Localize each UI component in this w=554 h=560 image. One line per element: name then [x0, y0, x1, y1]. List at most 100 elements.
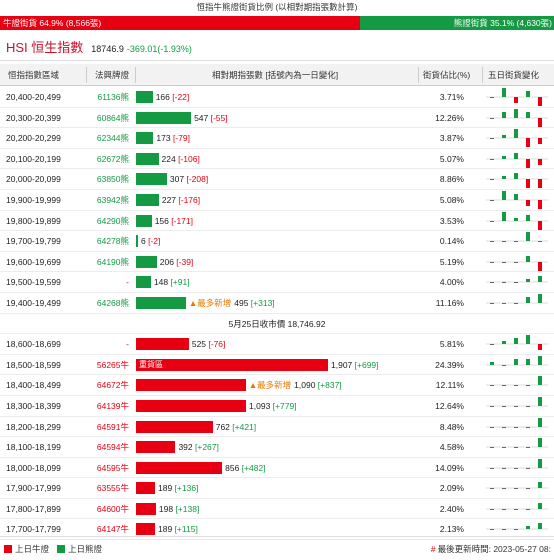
- count-bar-cell: ▲最多新增 1,090 [+837]: [136, 379, 342, 392]
- table-row[interactable]: 18,600-18,699-525 [-76] 5.81%: [0, 334, 554, 355]
- count-bar: [136, 235, 138, 248]
- sparkline-bar: [490, 488, 494, 490]
- count-delta: [-171]: [171, 215, 193, 226]
- certificate-link[interactable]: 64139牛: [96, 400, 129, 411]
- certificate-link[interactable]: 63942熊: [96, 194, 129, 205]
- range-cell: 19,600-19,699: [6, 256, 61, 267]
- certificate-link[interactable]: 61136熊: [97, 92, 129, 102]
- certificate-link[interactable]: 62672熊: [96, 153, 129, 164]
- sparkline-bar: [514, 241, 518, 243]
- five-day-sparkline: [486, 276, 548, 284]
- five-day-sparkline: [486, 502, 548, 510]
- bull-legend-swatch: [4, 545, 12, 553]
- table-row[interactable]: 17,700-17,799 64147牛 189 [+115] 2.13%: [0, 519, 554, 541]
- sparkline-bar: [490, 282, 494, 284]
- sparkline-bar: [526, 232, 530, 242]
- table-row[interactable]: 18,100-18,199 64594牛 392 [+267] 4.58%: [0, 437, 554, 458]
- range-cell: 19,500-19,599: [6, 277, 61, 288]
- certificate-link[interactable]: 63850熊: [96, 174, 129, 185]
- certificate-link[interactable]: 64672牛: [96, 380, 129, 391]
- sparkline-bar: [514, 97, 518, 103]
- table-row[interactable]: 18,000-18,099 64595牛 856 [+482] 14.09%: [0, 458, 554, 479]
- sparkline-bar: [490, 138, 494, 140]
- table-row[interactable]: 17,900-17,999 63555牛 189 [+136] 2.09%: [0, 478, 554, 499]
- count-bar-cell: 307 [-208]: [136, 173, 208, 186]
- table-row[interactable]: 19,900-19,999 63942熊 227 [-176] 5.08%: [0, 190, 554, 211]
- certificate-link[interactable]: 62344熊: [96, 133, 129, 144]
- index-name[interactable]: HSI 恒生指數: [6, 40, 84, 55]
- count-text: 6 [-2]: [141, 231, 160, 251]
- sparkline-bar: [514, 282, 518, 284]
- table-row[interactable]: 18,500-18,599 56265牛 重貨區 1,907 [+699] 24.39%: [0, 355, 554, 376]
- sparkline-bar: [502, 364, 506, 366]
- sparkline-bar: [502, 135, 506, 139]
- share-cell: 0.14%: [439, 236, 464, 247]
- certificate-link[interactable]: 56265牛: [96, 359, 129, 370]
- page-title: 恒指牛熊證街貨比例 (以相對期指張數計算): [196, 2, 358, 12]
- table-row[interactable]: 20,300-20,399 60864熊 547 [-55] 12.26%: [0, 108, 554, 129]
- count-text: 1,907 [+699]: [331, 355, 379, 375]
- certificate-link[interactable]: 63555牛: [96, 483, 129, 494]
- count-bar-cell: 227 [-176]: [136, 193, 200, 206]
- count-text: 173 [-79]: [156, 128, 190, 148]
- table-row[interactable]: 20,000-20,099 63850熊 307 [-208] 8.86%: [0, 169, 554, 190]
- sparkline-bar: [526, 447, 530, 449]
- certificate-link[interactable]: 64268熊: [96, 297, 129, 308]
- table-row[interactable]: 20,100-20,199 62672熊 224 [-106] 5.07%: [0, 149, 554, 170]
- sparkline-bar: [490, 508, 494, 510]
- sparkline-bar: [502, 88, 506, 97]
- share-cell: 3.71%: [439, 92, 464, 102]
- count-bar-cell: 392 [+267]: [136, 441, 219, 454]
- sparkline-bar: [538, 220, 542, 230]
- five-day-sparkline: [486, 108, 548, 127]
- certificate-link[interactable]: 64190熊: [96, 256, 129, 267]
- sparkline-bar: [502, 447, 506, 449]
- sparkline-bar: [490, 344, 494, 346]
- table-row[interactable]: 18,400-18,499 64672牛 ▲最多新增 1,090 [+837] 12.1…: [0, 375, 554, 396]
- table-row[interactable]: 19,700-19,799 64278熊 6 [-2] 0.14%: [0, 231, 554, 252]
- sparkline-bar: [526, 467, 530, 469]
- header-divider: [482, 67, 483, 83]
- sparkline-bar: [538, 199, 542, 209]
- range-cell: 20,400-20,499: [6, 92, 61, 102]
- table-row[interactable]: 19,500-19,599-148 [+91] 4.00%: [0, 272, 554, 293]
- count-delta: [+313]: [250, 297, 275, 308]
- certificate-link[interactable]: 60864熊: [96, 112, 129, 123]
- sparkline-bar: [514, 217, 518, 221]
- table-row[interactable]: 19,400-19,499 64268熊 ▲最多新增 495 [+313] 11.16%: [0, 293, 554, 314]
- count-delta: [+138]: [175, 503, 200, 514]
- certificate-link: -: [126, 339, 129, 350]
- count-delta: [+91]: [170, 277, 190, 288]
- five-day-sparkline: [486, 396, 548, 407]
- count-text: 547 [-55]: [194, 108, 228, 128]
- table-row[interactable]: 17,800-17,899 64600牛 198 [+138] 2.40%: [0, 499, 554, 520]
- table-row[interactable]: 20,200-20,299 62344熊 173 [-79] 3.87%: [0, 128, 554, 149]
- sparkline-bar: [526, 111, 530, 118]
- count-bar-cell: 198 [+138]: [136, 502, 200, 515]
- table-row[interactable]: 18,300-18,399 64139牛 1,093 [+779] 12.64%: [0, 396, 554, 417]
- sparkline-bar: [526, 508, 530, 510]
- share-cell: 12.26%: [435, 112, 464, 123]
- certificate-link[interactable]: 64600牛: [96, 503, 129, 514]
- table-row[interactable]: 19,800-19,899 64290熊 156 [-171] 3.53%: [0, 211, 554, 232]
- sparkline-bar: [514, 358, 518, 365]
- table-row[interactable]: 20,400-20,499 61136熊 166 [-22] 3.71%: [0, 87, 554, 108]
- count-bar-cell: 156 [-171]: [136, 214, 193, 227]
- certificate-link[interactable]: 64278熊: [96, 236, 129, 247]
- table-row[interactable]: 18,200-18,299 64591牛 762 [+421] 8.48%: [0, 417, 554, 438]
- certificate-link[interactable]: 64595牛: [96, 462, 129, 473]
- count-bar-cell: ▲最多新增 495 [+313]: [136, 296, 275, 309]
- certificate-link[interactable]: 64290熊: [96, 215, 129, 226]
- certificate-link[interactable]: 64591牛: [96, 421, 129, 432]
- range-cell: 18,600-18,699: [6, 339, 61, 350]
- count-delta: [-22]: [172, 92, 190, 102]
- certificate-link[interactable]: 64594牛: [96, 442, 129, 453]
- table-row[interactable]: 19,600-19,699 64190熊 206 [-39] 5.19%: [0, 252, 554, 273]
- sparkline-bar: [514, 488, 518, 490]
- count-text: 189 [+115]: [158, 519, 198, 539]
- sparkline-bar: [538, 179, 542, 189]
- five-day-sparkline: [486, 255, 548, 271]
- certificate-link[interactable]: 64147牛: [96, 524, 129, 535]
- sparkline-bar: [490, 97, 494, 98]
- sparkline-bar: [514, 385, 518, 387]
